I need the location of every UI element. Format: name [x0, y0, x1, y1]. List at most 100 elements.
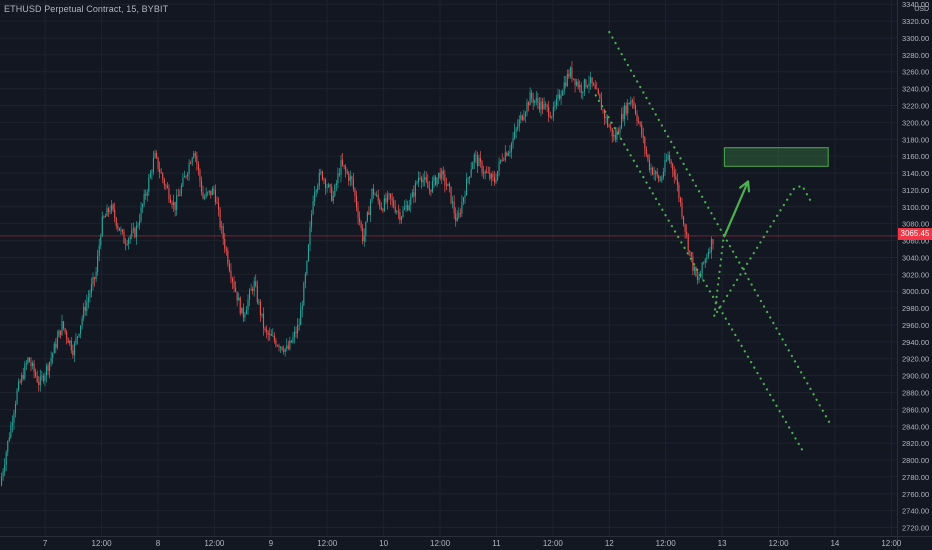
candle-body — [560, 95, 562, 99]
candle — [157, 156, 159, 172]
candle-body — [371, 188, 373, 201]
candle — [197, 161, 199, 176]
candle — [183, 170, 185, 178]
candle — [583, 78, 585, 97]
candle — [348, 171, 350, 186]
candle — [371, 188, 373, 204]
candle — [97, 249, 99, 276]
candle-body — [475, 154, 477, 156]
candle-body — [599, 93, 601, 99]
candle-body — [106, 208, 108, 217]
candle — [399, 208, 401, 225]
candle-body — [297, 325, 299, 334]
candle-body — [148, 177, 150, 192]
candle — [16, 387, 18, 406]
candle — [647, 153, 649, 163]
candle-body — [134, 228, 136, 238]
candle — [84, 299, 86, 316]
candle — [233, 276, 235, 293]
candle — [152, 150, 154, 176]
candle — [90, 277, 92, 298]
candle — [464, 190, 466, 204]
candle-body — [684, 224, 686, 232]
candle-body — [292, 336, 294, 343]
candle — [315, 188, 317, 197]
candle — [580, 82, 582, 99]
candle — [199, 168, 201, 188]
y-tick-label: 3080.00 — [902, 220, 929, 229]
candle-body — [613, 134, 615, 137]
candle — [63, 320, 65, 331]
candle-body — [95, 271, 97, 280]
candle — [131, 223, 133, 240]
candle-body — [21, 374, 23, 383]
candle-body — [532, 98, 534, 103]
candle-body — [259, 301, 261, 316]
candle-body — [672, 163, 674, 171]
candle — [67, 337, 69, 344]
candle — [616, 127, 618, 143]
candle — [455, 207, 457, 227]
candle-body — [218, 203, 220, 210]
candle — [295, 326, 297, 338]
y-tick-label: 3200.00 — [902, 118, 929, 127]
candle — [140, 202, 142, 223]
candle — [469, 176, 471, 185]
candle — [173, 194, 175, 212]
x-tick-label: 12:00 — [881, 539, 902, 548]
candle — [510, 141, 513, 159]
candle-body — [526, 102, 528, 113]
candle — [149, 170, 151, 179]
candle — [404, 200, 406, 211]
candle-body — [221, 226, 223, 228]
candle — [151, 168, 153, 180]
candle — [659, 176, 661, 182]
candle — [4, 458, 6, 476]
candle — [588, 75, 590, 94]
candle — [0, 472, 3, 487]
candle — [148, 173, 150, 196]
candle — [345, 164, 347, 178]
candle — [208, 190, 210, 196]
candle-body — [335, 183, 337, 186]
candle-body — [180, 185, 182, 195]
candle-body — [55, 343, 57, 348]
candle — [22, 367, 24, 381]
candle — [290, 340, 292, 344]
candle — [138, 213, 141, 230]
candle-body — [222, 226, 224, 239]
candle — [562, 89, 564, 96]
candle-body — [571, 67, 573, 80]
candle-body — [645, 149, 647, 155]
candle — [331, 183, 333, 202]
candle — [424, 170, 426, 187]
candle — [301, 300, 303, 318]
candle-body — [245, 309, 247, 315]
candle-body — [235, 287, 237, 292]
candle-body — [224, 238, 226, 249]
candle-body — [97, 255, 99, 272]
candle — [264, 326, 266, 333]
candle-body — [583, 79, 585, 92]
candle-body — [320, 171, 322, 174]
candle-body — [70, 340, 72, 351]
candle — [670, 158, 672, 168]
candle-body — [678, 184, 680, 199]
candle — [707, 248, 709, 259]
candle-body — [123, 231, 125, 244]
candle-body — [555, 98, 557, 106]
candle — [87, 290, 89, 309]
candle — [617, 127, 619, 133]
candle — [159, 161, 161, 179]
candle-body — [377, 194, 379, 201]
candle-body — [197, 163, 199, 170]
candle — [658, 174, 660, 183]
candle-body — [135, 225, 137, 238]
candle-body — [514, 130, 516, 139]
candle-body — [111, 204, 113, 211]
candle-body — [351, 176, 353, 179]
candle-body — [174, 201, 176, 210]
candle — [648, 154, 650, 173]
